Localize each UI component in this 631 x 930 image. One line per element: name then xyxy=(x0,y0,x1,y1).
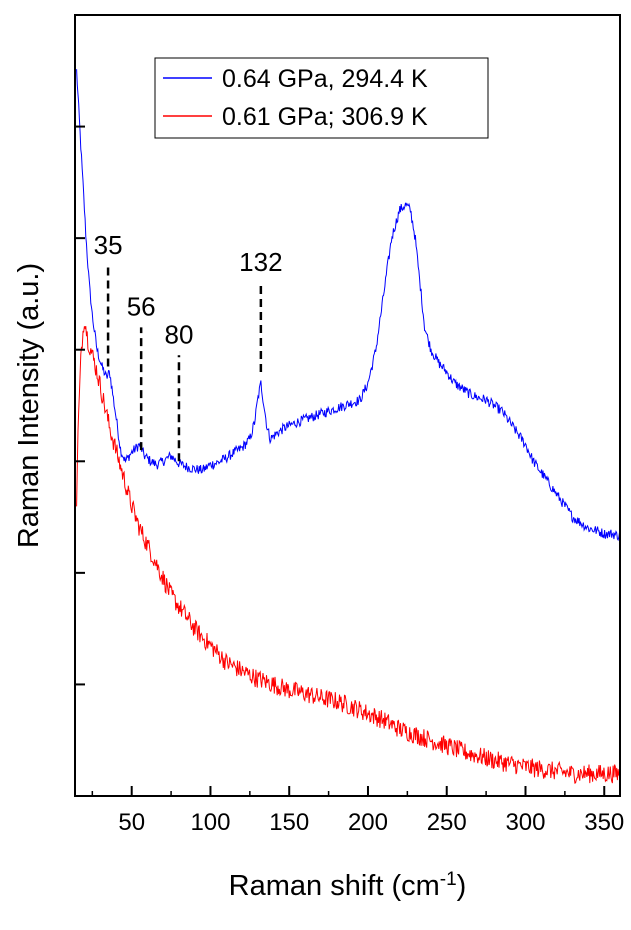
y-axis-ticks xyxy=(75,125,85,686)
peak-marker-label: 35 xyxy=(94,230,123,260)
x-axis-ticks: 50 100 150 200 250 300 350 xyxy=(91,786,624,836)
x-tick-label: 250 xyxy=(427,809,467,836)
annotation-layer: 35 56 80 132 xyxy=(94,230,283,462)
x-tick-label: 350 xyxy=(584,809,624,836)
y-axis-title: Raman Intensity (a.u.) xyxy=(13,263,45,548)
peak-marker-label: 56 xyxy=(127,291,156,321)
x-tick-label: 300 xyxy=(505,809,545,836)
legend-box xyxy=(154,57,489,139)
x-tick-label: 100 xyxy=(190,809,230,836)
legend-label-blue: 0.64 GPa, 294.4 K xyxy=(222,65,428,93)
peak-marker-label: 132 xyxy=(239,247,282,277)
x-tick-label: 50 xyxy=(118,809,145,836)
x-tick-label: 150 xyxy=(269,809,309,836)
legend: 0.64 GPa, 294.4 K 0.61 GPa; 306.9 K xyxy=(154,57,489,139)
x-axis-title-main: Raman shift (cm xyxy=(229,870,440,902)
peak-marker-label: 80 xyxy=(164,319,193,349)
legend-label-red: 0.61 GPa; 306.9 K xyxy=(222,103,428,131)
x-axis-title-superscript: -1 xyxy=(440,869,457,890)
series-line-blue xyxy=(76,69,620,542)
x-axis-title: Raman shift (cm-1) xyxy=(229,869,467,903)
series-layer xyxy=(76,69,620,784)
x-tick-label: 200 xyxy=(348,809,388,836)
series-line-red xyxy=(76,326,620,784)
plot-frame xyxy=(74,14,621,797)
x-axis-title-close: ) xyxy=(457,870,467,902)
